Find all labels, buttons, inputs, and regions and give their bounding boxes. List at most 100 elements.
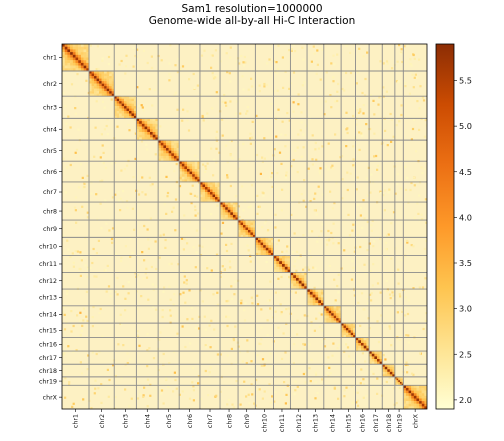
contact-speckle bbox=[310, 324, 313, 327]
contact-cell-chr14 bbox=[338, 310, 342, 314]
contact-cell-chr1 bbox=[62, 52, 65, 55]
contact-speckle bbox=[92, 305, 95, 309]
contact-speckle bbox=[137, 274, 140, 277]
contact-cell-chr5 bbox=[173, 155, 177, 159]
contact-cell-chr4 bbox=[144, 126, 148, 130]
contact-speckle bbox=[356, 109, 359, 112]
contact-speckle bbox=[175, 163, 178, 166]
contact-speckle bbox=[210, 269, 213, 272]
contact-speckle bbox=[364, 360, 367, 363]
contact-cell-chr14 bbox=[333, 315, 337, 319]
contact-speckle bbox=[337, 291, 340, 294]
contact-cell-chr5 bbox=[173, 158, 177, 162]
contact-cell-chr2 bbox=[89, 86, 92, 89]
contact-cell-chr2 bbox=[104, 73, 107, 77]
contact-speckle bbox=[405, 361, 408, 364]
contact-speckle bbox=[108, 229, 111, 232]
contact-speckle bbox=[229, 266, 232, 269]
contact-cell-chrX bbox=[403, 398, 407, 402]
contact-speckle bbox=[194, 266, 197, 269]
contact-speckle bbox=[362, 396, 365, 399]
contact-speckle bbox=[282, 332, 285, 335]
contact-speckle bbox=[229, 184, 232, 188]
contact-speckle bbox=[134, 157, 137, 160]
contact-cell-chr1 bbox=[83, 60, 87, 64]
contact-speckle bbox=[385, 255, 388, 258]
contact-speckle bbox=[108, 378, 111, 382]
x-tick-label: chr6 bbox=[187, 414, 194, 428]
contact-cell-chr10 bbox=[255, 239, 259, 243]
contact-cell-chrX bbox=[421, 393, 425, 396]
contact-cell-chr4 bbox=[155, 137, 159, 141]
contact-cell-chrX bbox=[424, 390, 427, 394]
contact-cell-chr15 bbox=[353, 335, 356, 338]
contact-cell-chr5 bbox=[176, 140, 180, 143]
contact-cell-chr13 bbox=[321, 291, 324, 295]
contact-speckle bbox=[376, 392, 379, 395]
contact-cell-chr5 bbox=[176, 158, 180, 162]
contact-cell-chr7 bbox=[202, 192, 206, 195]
contact-cell-chr5 bbox=[168, 153, 172, 157]
contact-cell-chr3 bbox=[133, 115, 137, 119]
contact-speckle bbox=[246, 110, 249, 113]
contact-cell-chr15 bbox=[343, 330, 347, 333]
contact-cell-chr7 bbox=[207, 194, 211, 198]
contact-cell-chr9 bbox=[252, 234, 256, 238]
contact-speckle bbox=[194, 154, 197, 158]
contact-speckle bbox=[314, 397, 317, 400]
contact-speckle bbox=[245, 362, 248, 365]
contact-cell-chr4 bbox=[136, 129, 140, 133]
contact-cell-chr17 bbox=[369, 356, 372, 360]
contact-cell-chr4 bbox=[144, 137, 148, 141]
contact-speckle bbox=[370, 173, 373, 176]
contact-cell-chr5 bbox=[173, 153, 177, 157]
contact-cell-chr2 bbox=[94, 76, 97, 79]
contact-cell-chr14 bbox=[326, 315, 329, 319]
contact-speckle bbox=[314, 267, 317, 270]
contact-speckle bbox=[390, 222, 393, 225]
contact-speckle bbox=[321, 329, 324, 332]
contact-cell-chr15 bbox=[350, 332, 354, 336]
contact-speckle bbox=[147, 247, 150, 250]
contact-cell-chr1 bbox=[67, 52, 71, 55]
y-tick-label: chr3 bbox=[43, 105, 57, 112]
contact-cell-chr3 bbox=[131, 103, 135, 107]
contact-speckle bbox=[359, 108, 362, 111]
contact-cell-chr13 bbox=[312, 291, 316, 295]
contact-speckle bbox=[227, 398, 231, 402]
contact-speckle bbox=[155, 285, 158, 288]
contact-speckle bbox=[248, 402, 251, 405]
contact-speckle bbox=[318, 311, 321, 314]
contact-speckle bbox=[132, 176, 135, 179]
contact-speckle bbox=[238, 350, 242, 353]
contact-cell-chr4 bbox=[141, 137, 145, 141]
contact-cell-chr8 bbox=[227, 212, 231, 216]
contact-speckle bbox=[422, 327, 425, 331]
contact-speckle bbox=[398, 293, 401, 296]
contact-cell-chr12 bbox=[290, 283, 294, 287]
contact-cell-chrX bbox=[416, 398, 420, 402]
contact-speckle bbox=[351, 401, 354, 404]
contact-cell-chr14 bbox=[333, 305, 337, 309]
contact-cell-chr5 bbox=[171, 142, 175, 146]
contact-speckle bbox=[363, 263, 366, 266]
contact-speckle bbox=[292, 110, 295, 113]
contact-speckle bbox=[86, 216, 89, 219]
contact-cell-chrX bbox=[424, 393, 427, 396]
contact-speckle bbox=[321, 378, 324, 381]
contact-cell-chr3 bbox=[126, 96, 130, 99]
contact-cell-chr4 bbox=[141, 126, 145, 130]
contact-speckle bbox=[315, 373, 318, 376]
contact-cell-chr2 bbox=[104, 93, 107, 97]
contact-speckle bbox=[225, 315, 228, 318]
contact-cell-chr15 bbox=[348, 330, 351, 333]
contact-speckle bbox=[228, 316, 231, 319]
contact-speckle bbox=[280, 162, 283, 165]
contact-cell-chr8 bbox=[222, 207, 226, 210]
contact-cell-chrX bbox=[421, 406, 425, 409]
contact-cell-chr8 bbox=[235, 214, 239, 218]
contact-speckle bbox=[229, 80, 232, 83]
contact-cell-chr13 bbox=[312, 289, 316, 292]
contact-speckle bbox=[332, 242, 335, 245]
contact-speckle bbox=[105, 124, 108, 128]
